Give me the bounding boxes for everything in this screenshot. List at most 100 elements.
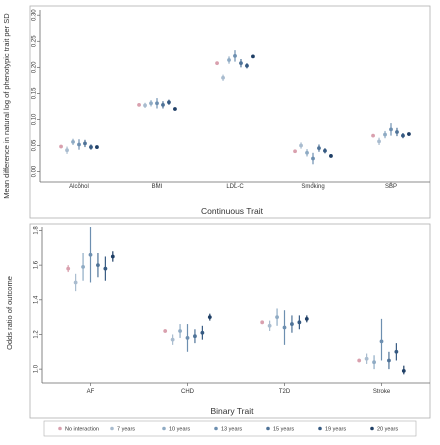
y-tick-label: 0.25 (32, 35, 38, 47)
data-point (227, 58, 231, 62)
data-point (221, 75, 225, 80)
legend-label: 19 years (325, 427, 346, 433)
data-point (185, 336, 190, 340)
legend-marker (162, 426, 166, 431)
data-point (167, 100, 171, 105)
data-point (260, 320, 265, 325)
y-tick-label: 0.15 (32, 87, 38, 99)
data-point (178, 329, 182, 333)
data-point (110, 254, 115, 259)
legend-label: 7 years (117, 427, 135, 433)
data-point (143, 103, 147, 108)
y-axis-title: Mean difference in natural log of phenot… (2, 13, 11, 199)
legend-label: 13 years (221, 427, 242, 433)
data-point (401, 368, 406, 373)
plot-marks: 1.0 1.2 1.4 1.6 1.8 AF CHD T2D Stroke (34, 226, 430, 395)
x-tick-label: Smoking (301, 184, 324, 190)
data-point (387, 358, 391, 363)
data-point (149, 101, 153, 106)
legend: No interaction 7 years 10 years 13 years 15 … (43, 420, 417, 437)
data-point (83, 141, 87, 146)
data-point (66, 266, 71, 271)
data-point (329, 154, 333, 158)
data-point (299, 143, 303, 148)
binary-trait-panel: Odds ratio of outcome Binary Trait 1.01.… (5, 223, 431, 419)
plot-marks: 0.00 0.05 0.10 0.15 0.20 0.25 0.30 Alcohol BMI LD… (32, 9, 430, 190)
data-point (305, 150, 309, 155)
data-point (267, 323, 272, 328)
legend-label: 20 years (377, 427, 398, 433)
data-point (161, 102, 165, 107)
data-point (407, 132, 411, 136)
data-point (290, 322, 294, 326)
data-point (383, 132, 387, 137)
data-point (173, 107, 177, 111)
data-point (245, 63, 249, 68)
data-point (282, 325, 287, 330)
data-point (89, 145, 93, 149)
legend-label: No interaction (65, 427, 99, 433)
data-point (317, 146, 321, 151)
y-tick-label: 0.20 (32, 61, 38, 73)
y-tick-label: 0.00 (32, 165, 38, 177)
data-point (239, 61, 243, 66)
data-point (200, 330, 205, 335)
x-tick-label: AF (87, 389, 95, 395)
y-tick-label: 1.6 (34, 260, 40, 269)
data-point (371, 133, 375, 138)
data-point (401, 133, 405, 138)
data-point (394, 349, 399, 354)
data-point (395, 130, 399, 134)
data-point (137, 102, 141, 107)
x-tick-label: BMI (152, 184, 163, 190)
legend-marker (214, 426, 218, 431)
y-tick-label: 1.4 (34, 295, 40, 304)
x-axis-title: Continuous Trait (201, 206, 264, 216)
y-tick-label: 0.10 (32, 113, 38, 125)
x-axis-title: Binary Trait (211, 406, 255, 416)
data-point (170, 337, 175, 342)
data-point (275, 315, 279, 320)
data-point (389, 127, 393, 132)
data-point (65, 148, 69, 153)
legend-label: 15 years (273, 427, 294, 433)
data-point (207, 315, 212, 320)
data-point (251, 54, 255, 59)
data-point (163, 329, 168, 333)
legend-marker (370, 426, 374, 431)
continuous-trait-panel: Mean difference in natural log of phenot… (2, 5, 431, 219)
legend-marker (110, 426, 114, 431)
legend-marker (318, 426, 322, 431)
y-tick-label: 0.05 (32, 139, 38, 151)
data-point (311, 156, 315, 161)
legend-marker (266, 426, 270, 431)
data-point (73, 280, 78, 285)
data-point (357, 358, 362, 363)
x-tick-label: Alcohol (69, 184, 89, 190)
panel-frame (29, 5, 431, 219)
data-point (323, 148, 327, 153)
y-tick-label: 0.30 (32, 9, 38, 21)
data-point (377, 139, 381, 144)
x-tick-label: CHD (181, 389, 195, 395)
y-tick-label: 1.2 (34, 330, 40, 339)
panel-frame (29, 223, 431, 419)
data-point (96, 263, 100, 268)
legend-marker (58, 426, 62, 431)
data-point (379, 339, 384, 344)
data-point (215, 61, 219, 66)
data-point (59, 144, 63, 149)
data-point (155, 101, 159, 106)
data-point (293, 149, 297, 154)
data-point (193, 334, 197, 339)
legend-label: 10 years (169, 427, 190, 433)
data-point (304, 316, 309, 321)
data-point (88, 252, 93, 257)
y-tick-label: 1.8 (34, 226, 40, 235)
data-point (372, 360, 376, 365)
data-point (71, 139, 75, 144)
data-point (95, 145, 99, 149)
y-axis-title: Odds ratio of outcome (5, 276, 14, 350)
